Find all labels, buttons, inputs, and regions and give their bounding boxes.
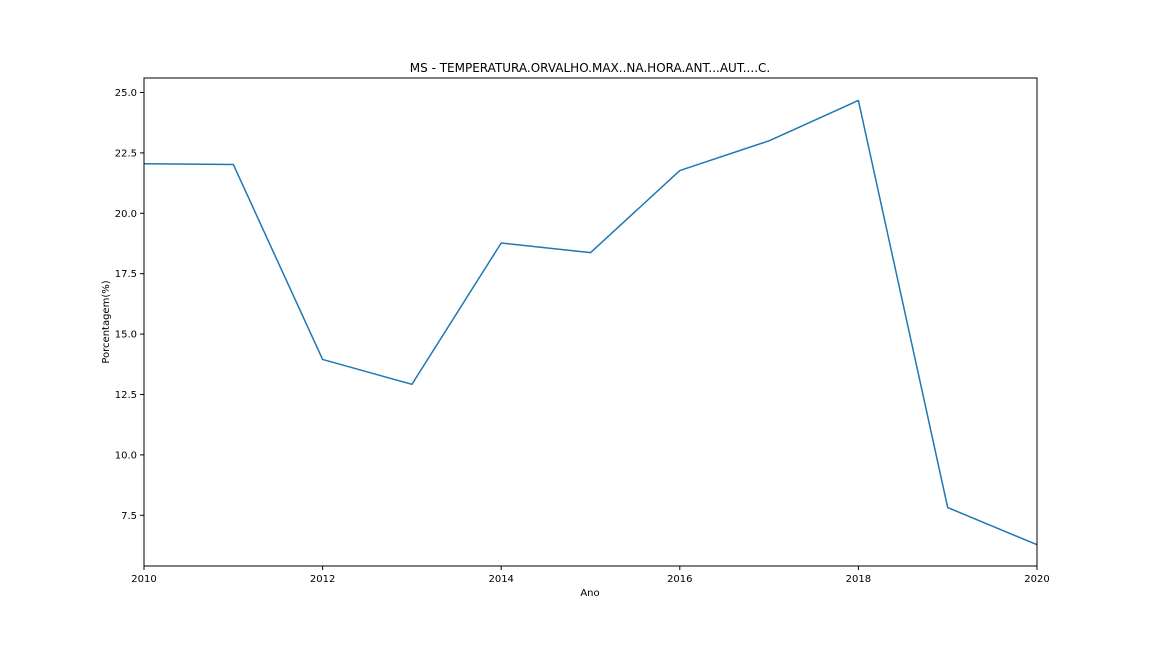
- y-tick-label: 22.5: [115, 148, 137, 159]
- y-tick-label: 10.0: [115, 450, 137, 461]
- y-tick-label: 12.5: [115, 390, 137, 401]
- x-tick-label: 2012: [310, 574, 335, 585]
- y-axis-label: Porcentagem(%): [101, 280, 112, 363]
- x-axis-label: Ano: [580, 588, 599, 599]
- y-tick-label: 20.0: [115, 209, 137, 220]
- y-tick-label: 17.5: [115, 269, 137, 280]
- x-tick-label: 2010: [131, 574, 156, 585]
- x-tick-label: 2018: [846, 574, 871, 585]
- chart-title: MS - TEMPERATURA.ORVALHO.MAX..NA.HORA.AN…: [410, 61, 770, 75]
- y-tick-label: 15.0: [115, 330, 137, 341]
- x-tick-label: 2016: [667, 574, 692, 585]
- x-tick-label: 2020: [1024, 574, 1049, 585]
- y-tick-label: 25.0: [115, 88, 137, 99]
- x-tick-label: 2014: [488, 574, 513, 585]
- y-tick-label: 7.5: [121, 511, 137, 522]
